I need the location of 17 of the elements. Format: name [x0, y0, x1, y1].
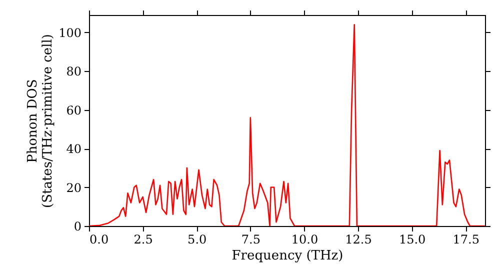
y-axis-title: Phonon DOS (States/THz·primitive cell) — [26, 34, 56, 208]
y-tick-label: 0 — [74, 220, 82, 234]
y-tick-label: 80 — [66, 64, 82, 79]
y-tick-label: 60 — [66, 103, 82, 118]
y-tick-label: 40 — [66, 142, 82, 156]
x-tick-label: 15.0 — [398, 232, 426, 246]
x-tick-label: 12.5 — [345, 232, 372, 246]
x-tick-label: 17.5 — [452, 232, 480, 246]
x-axis-title: Frequency (THz) — [232, 248, 344, 264]
x-tick-label: 2.5 — [134, 232, 153, 246]
x-tick-label: 5.0 — [188, 232, 207, 246]
y-tick-label: 100 — [58, 26, 82, 40]
x-tick-label: 7.5 — [241, 232, 260, 246]
x-tick-label: 0.0 — [90, 232, 109, 246]
y-tick-label: 20 — [66, 180, 82, 195]
x-tick-label: 10.0 — [291, 232, 318, 246]
line-series — [89, 24, 485, 226]
